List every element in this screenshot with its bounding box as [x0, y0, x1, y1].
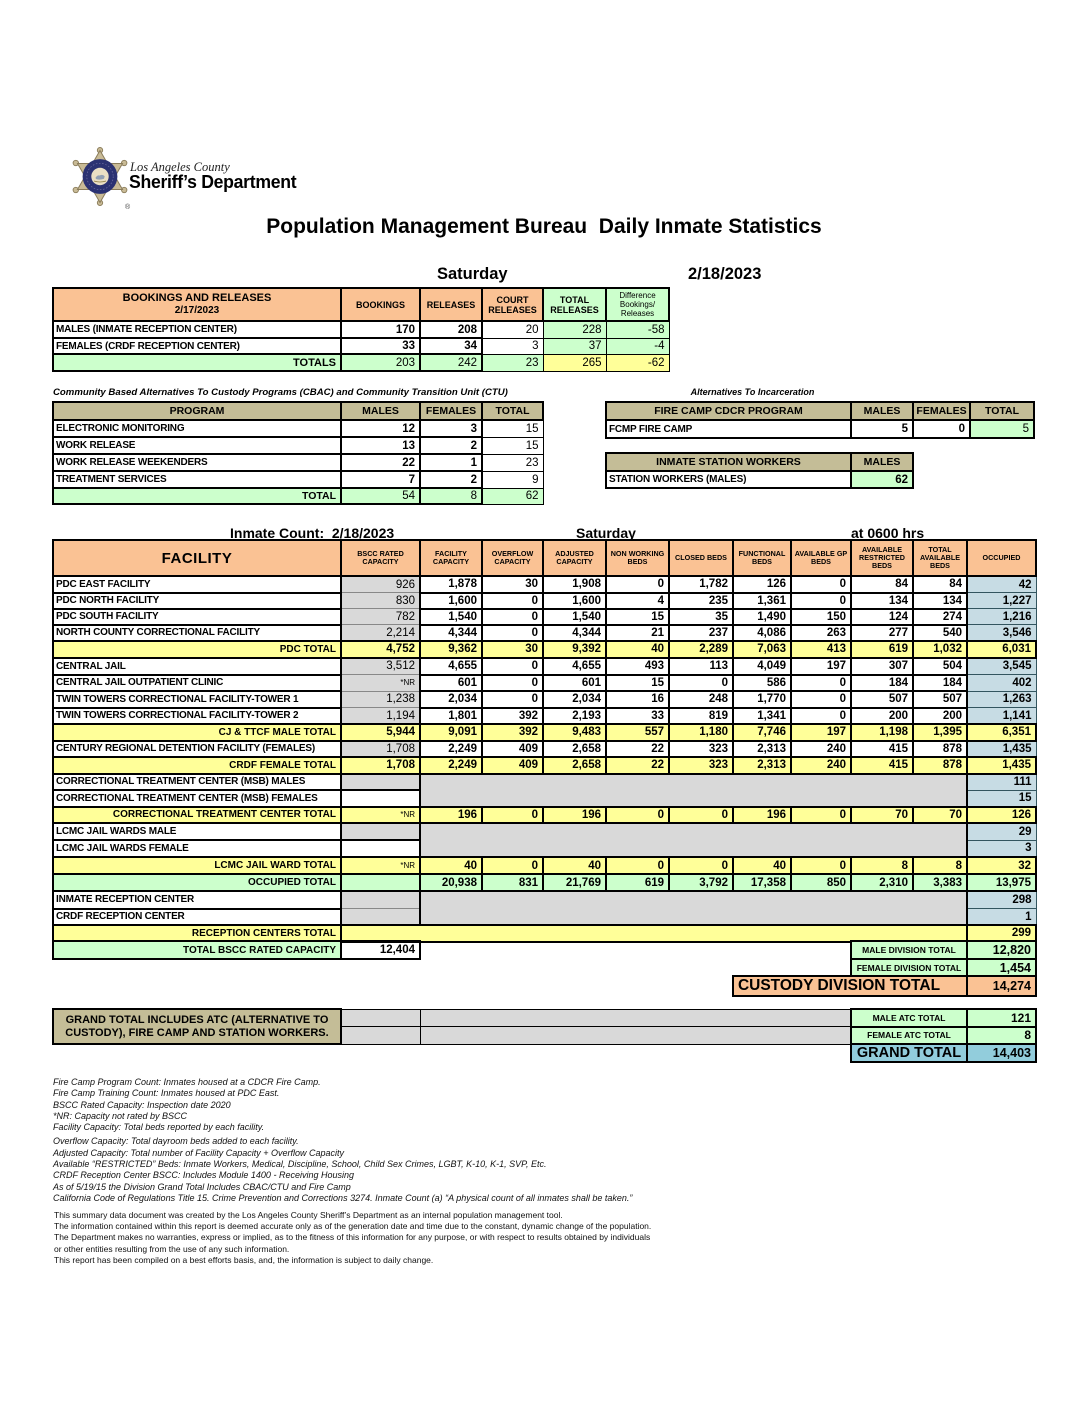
svg-text:®: ® [125, 203, 131, 211]
